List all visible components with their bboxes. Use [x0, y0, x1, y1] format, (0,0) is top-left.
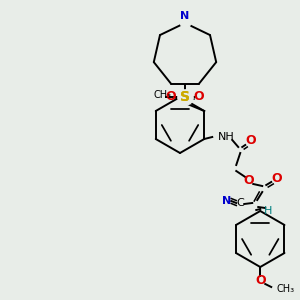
- Text: S: S: [180, 90, 190, 104]
- Text: O: O: [271, 172, 282, 185]
- Text: CH₃: CH₃: [154, 90, 172, 100]
- Text: CH₃: CH₃: [276, 284, 294, 294]
- Text: C: C: [236, 198, 244, 208]
- Text: O: O: [245, 134, 256, 148]
- Text: N: N: [180, 11, 190, 21]
- Text: N: N: [222, 196, 231, 206]
- Text: O: O: [194, 91, 204, 103]
- Text: O: O: [166, 91, 176, 103]
- Text: S: S: [180, 90, 190, 104]
- Text: H: H: [264, 206, 272, 216]
- Text: NH: NH: [218, 132, 235, 142]
- Text: O: O: [255, 274, 266, 287]
- Text: O: O: [243, 175, 254, 188]
